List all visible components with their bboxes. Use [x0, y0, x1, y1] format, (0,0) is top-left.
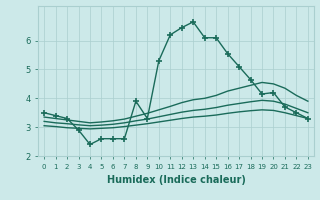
X-axis label: Humidex (Indice chaleur): Humidex (Indice chaleur): [107, 175, 245, 185]
